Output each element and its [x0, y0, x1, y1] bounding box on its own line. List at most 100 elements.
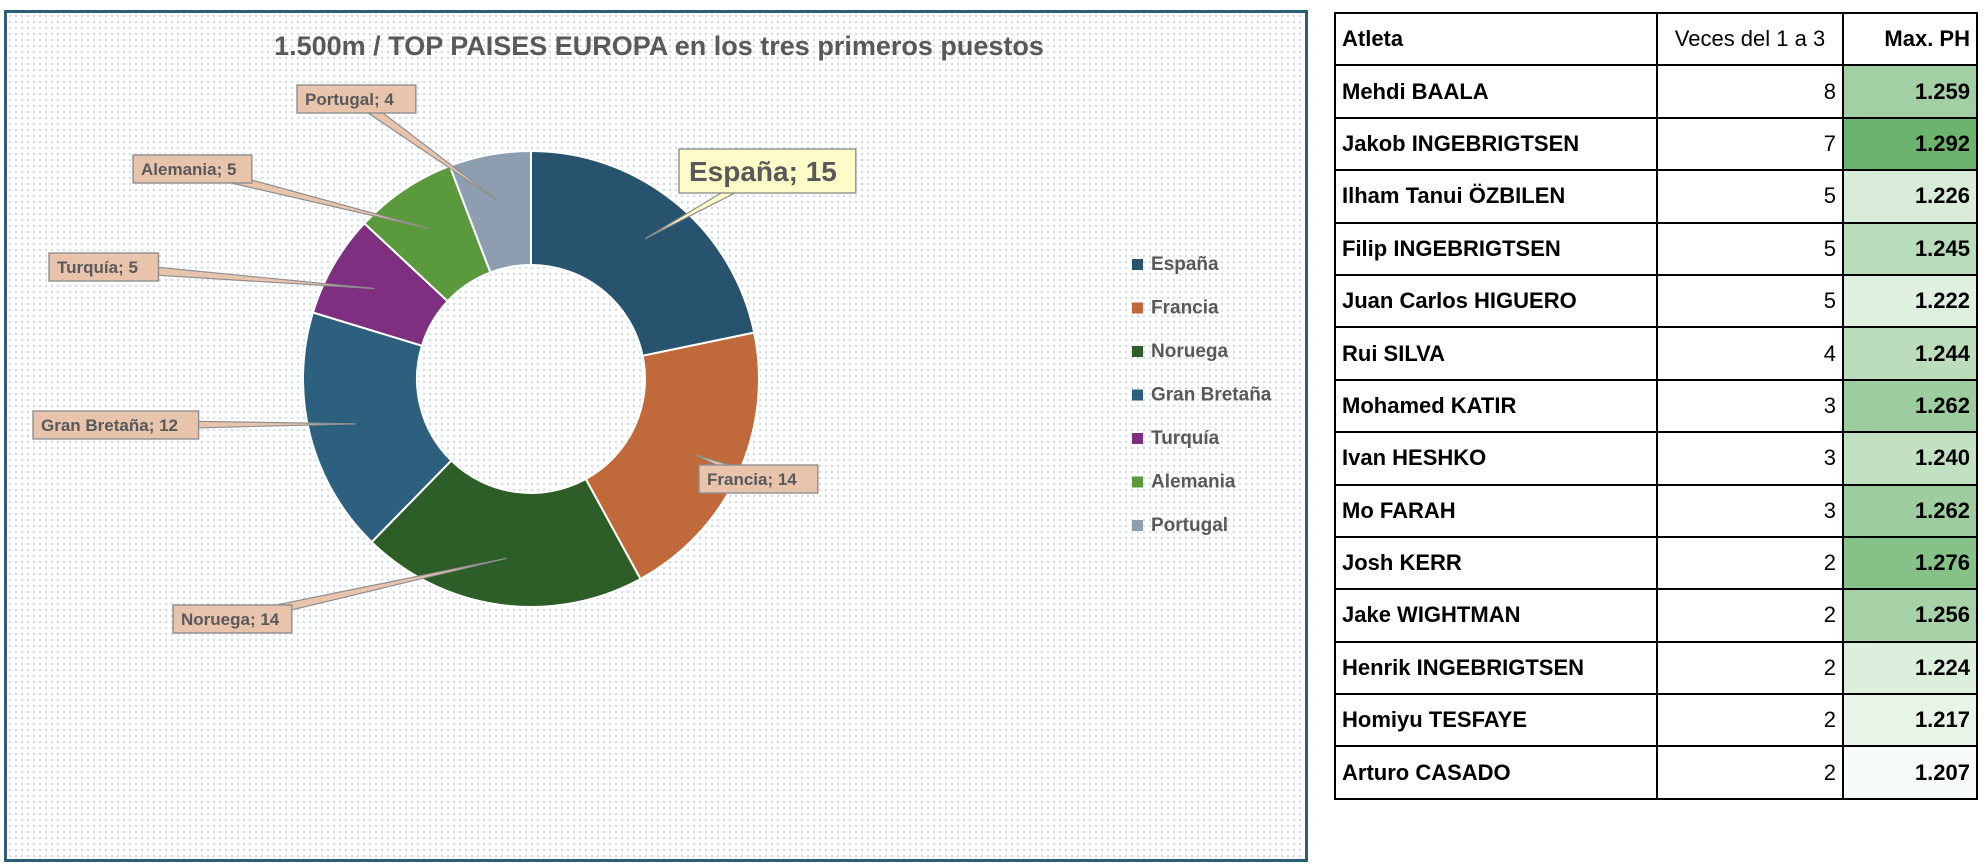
cell-max-ph: 1.262	[1842, 378, 1978, 434]
data-label-portugal: Portugal; 4	[305, 90, 394, 109]
legend-label-turquia: Turquía	[1151, 428, 1220, 449]
data-label-espana: España; 15	[689, 156, 837, 187]
legend-label-francia: Francia	[1151, 298, 1219, 319]
legend-swatch-francia	[1132, 302, 1143, 314]
cell-veces: 5	[1656, 273, 1844, 329]
cell-atleta: Ivan HESHKO	[1334, 431, 1658, 486]
chart-panel: 1.500m / TOP PAISES EUROPA en los tres p…	[4, 10, 1308, 862]
table-row: Mehdi BAALA 8 1.259	[1334, 64, 1978, 119]
header-atleta: Atleta	[1334, 11, 1658, 67]
cell-max-ph: 1.244	[1842, 326, 1978, 381]
cell-atleta: Jake WIGHTMAN	[1334, 588, 1658, 643]
table-row: Jakob INGEBRIGTSEN 7 1.292	[1334, 116, 1978, 172]
cell-atleta: Josh KERR	[1334, 535, 1658, 591]
table-row: Jake WIGHTMAN 2 1.256	[1334, 588, 1978, 643]
cell-max-ph: 1.245	[1842, 221, 1978, 276]
cell-max-ph: 1.256	[1842, 588, 1978, 643]
cell-veces: 3	[1656, 431, 1844, 486]
cell-max-ph: 1.226	[1842, 169, 1978, 224]
cell-max-ph: 1.240	[1842, 431, 1978, 486]
table-row: Mohamed KATIR 3 1.262	[1334, 378, 1978, 434]
cell-max-ph: 1.207	[1842, 745, 1978, 800]
data-label-alemania: Alemania; 5	[141, 160, 236, 179]
cell-veces: 3	[1656, 483, 1844, 538]
cell-atleta: Henrik INGEBRIGTSEN	[1334, 640, 1658, 696]
legend-swatch-espana	[1132, 259, 1143, 270]
cell-atleta: Arturo CASADO	[1334, 745, 1658, 800]
header-veces: Veces del 1 a 3	[1656, 11, 1844, 67]
cell-veces: 2	[1656, 588, 1844, 643]
cell-veces: 3	[1656, 378, 1844, 434]
table-header-row: Atleta Veces del 1 a 3 Max. PH	[1334, 11, 1978, 67]
table-row: Arturo CASADO 2 1.207	[1334, 745, 1978, 800]
cell-atleta: Ilham Tanui ÖZBILEN	[1334, 169, 1658, 224]
callout-gran-bretana: Gran Bretaña; 12	[32, 410, 356, 440]
table-row: Homiyu TESFAYE 2 1.217	[1334, 693, 1978, 748]
cell-atleta: Rui SILVA	[1334, 326, 1658, 381]
callout-noruega: Noruega; 14	[172, 557, 507, 634]
callout-turquia: Turquía; 5	[48, 252, 375, 290]
cell-veces: 2	[1656, 535, 1844, 591]
data-label-gran-bretana: Gran Bretaña; 12	[41, 416, 178, 435]
callout-box	[296, 84, 417, 114]
callout-box	[48, 252, 160, 282]
cell-max-ph: 1.217	[1842, 693, 1978, 748]
cell-max-ph: 1.276	[1842, 535, 1978, 591]
callout-box	[678, 148, 857, 194]
callout-box	[698, 464, 819, 494]
callout-alemania: Alemania; 5	[132, 154, 431, 230]
athletes-table: Atleta Veces del 1 a 3 Max. PH Mehdi BAA…	[1334, 11, 1978, 800]
table-row: Henrik INGEBRIGTSEN 2 1.224	[1334, 640, 1978, 696]
legend-label-alemania: Alemania	[1151, 472, 1236, 493]
cell-atleta: Jakob INGEBRIGTSEN	[1334, 116, 1658, 172]
callout-portugal: Portugal; 4	[296, 84, 499, 202]
cell-max-ph: 1.222	[1842, 273, 1978, 329]
legend-label-gran-bretana: Gran Bretaña	[1151, 385, 1272, 406]
slice-espana	[530, 149, 756, 357]
legend-swatch-portugal	[1132, 520, 1143, 531]
callout-espana: España; 15	[644, 148, 857, 240]
cell-veces: 5	[1656, 169, 1844, 224]
table-row: Ivan HESHKO 3 1.240	[1334, 431, 1978, 486]
cell-max-ph: 1.224	[1842, 640, 1978, 696]
legend-label-noruega: Noruega	[1151, 341, 1229, 362]
callout-box	[132, 154, 253, 184]
cell-atleta: Homiyu TESFAYE	[1334, 693, 1658, 748]
cell-atleta: Mehdi BAALA	[1334, 64, 1658, 119]
chart-title: 1.500m / TOP PAISES EUROPA en los tres p…	[274, 31, 1044, 61]
legend-swatch-alemania	[1132, 476, 1143, 488]
table-row: Rui SILVA 4 1.244	[1334, 326, 1978, 381]
legend-label-portugal: Portugal	[1151, 515, 1228, 536]
cell-atleta: Juan Carlos HIGUERO	[1334, 273, 1658, 329]
cell-veces: 2	[1656, 745, 1844, 800]
slice-francia	[584, 331, 760, 581]
slice-gran-bretana	[302, 311, 453, 544]
cell-atleta: Mohamed KATIR	[1334, 378, 1658, 434]
cell-atleta: Mo FARAH	[1334, 483, 1658, 538]
cell-veces: 4	[1656, 326, 1844, 381]
callout-francia: Francia; 14	[695, 454, 819, 494]
table-row: Juan Carlos HIGUERO 5 1.222	[1334, 273, 1978, 329]
table-row: Filip INGEBRIGTSEN 5 1.245	[1334, 221, 1978, 276]
table-row: Ilham Tanui ÖZBILEN 5 1.226	[1334, 169, 1978, 224]
slice-noruega	[370, 459, 642, 608]
header-max-ph: Max. PH	[1842, 11, 1978, 67]
cell-max-ph: 1.262	[1842, 483, 1978, 538]
donut-chart: 1.500m / TOP PAISES EUROPA en los tres p…	[32, 31, 1272, 634]
cell-max-ph: 1.292	[1842, 116, 1978, 172]
cell-veces: 2	[1656, 693, 1844, 748]
cell-max-ph: 1.259	[1842, 64, 1978, 119]
data-label-turquia: Turquía; 5	[57, 258, 138, 277]
legend-label-espana: España	[1151, 254, 1219, 275]
data-label-noruega: Noruega; 14	[181, 610, 280, 629]
callout-box	[32, 410, 200, 440]
data-label-francia: Francia; 14	[707, 470, 797, 489]
cell-veces: 8	[1656, 64, 1844, 119]
cell-veces: 7	[1656, 116, 1844, 172]
cell-veces: 2	[1656, 640, 1844, 696]
callout-box	[172, 604, 293, 634]
legend-swatch-turquia	[1132, 433, 1143, 444]
legend-swatch-noruega	[1132, 346, 1143, 357]
table-row: Mo FARAH 3 1.262	[1334, 483, 1978, 538]
cell-atleta: Filip INGEBRIGTSEN	[1334, 221, 1658, 276]
